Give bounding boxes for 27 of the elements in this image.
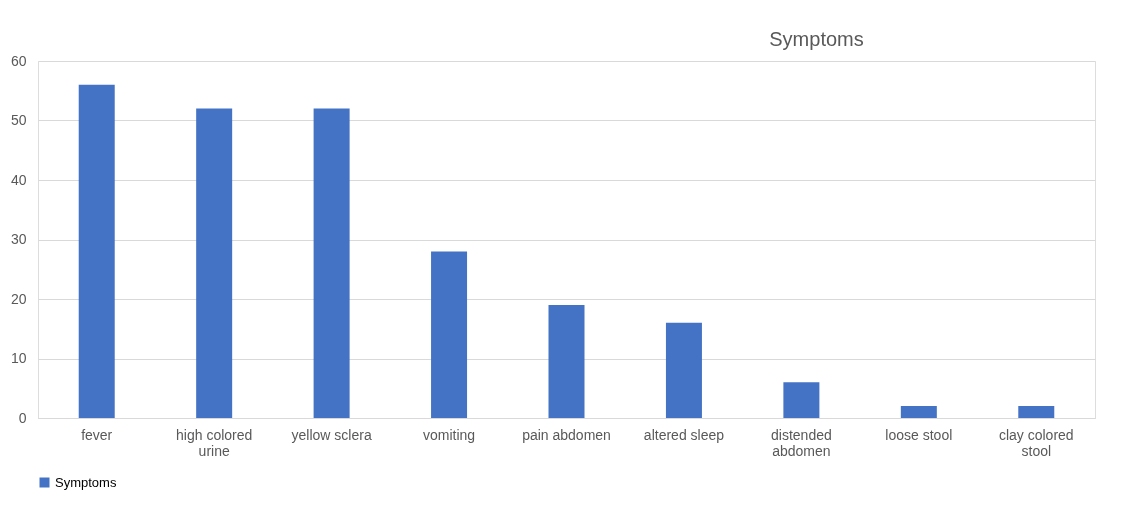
x-tick-label: fever (81, 426, 113, 443)
bar (665, 322, 702, 418)
bar (313, 108, 350, 418)
x-tick-label: altered sleep (643, 426, 725, 443)
bar (78, 84, 115, 418)
x-tick-label: vomiting (422, 426, 476, 443)
bar (548, 304, 585, 418)
bar (1018, 406, 1055, 418)
y-tick-label: 50 (10, 112, 27, 128)
bar (900, 406, 937, 418)
x-tick-label: distended abdomen (771, 426, 832, 459)
x-tick-label: loose stool (885, 426, 953, 443)
y-tick-label: 0 (18, 409, 27, 426)
y-tick-label: 10 (10, 350, 27, 366)
y-tick-label: 60 (10, 52, 27, 69)
y-tick-label: 40 (10, 171, 27, 188)
chart-title: Symptoms (769, 28, 864, 50)
x-tick-label: yellow sclera (291, 426, 372, 443)
bar (196, 108, 233, 418)
bar (783, 382, 820, 418)
x-tick-label: pain abdomen (522, 426, 611, 443)
y-tick-label: 30 (10, 231, 27, 247)
y-tick-label: 20 (10, 290, 27, 307)
x-tick-label: clay colored stool (998, 426, 1074, 459)
bar (431, 251, 468, 418)
x-tick-label: high colored urine (176, 426, 253, 459)
legend-label: Symptoms (55, 474, 117, 490)
